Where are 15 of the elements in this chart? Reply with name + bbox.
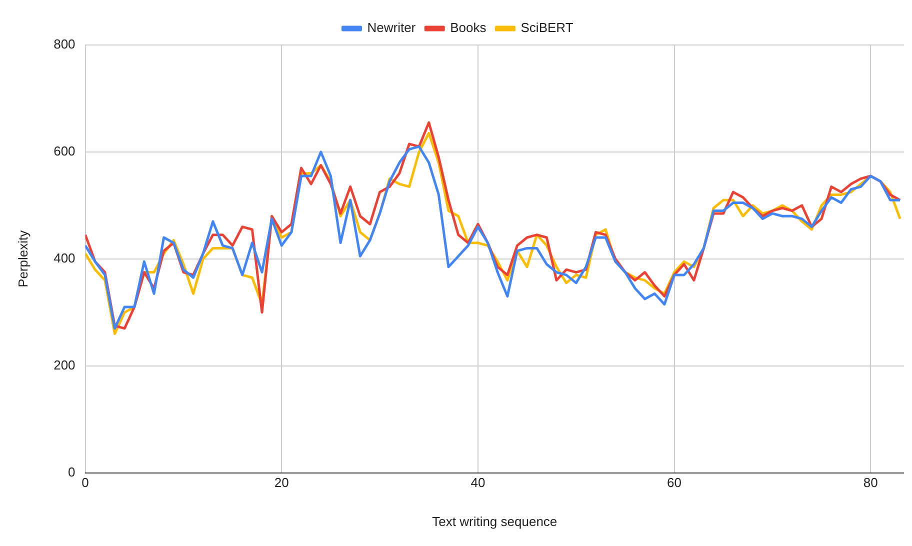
x-tick-label: 60	[667, 475, 682, 490]
y-tick-label: 200	[54, 357, 76, 372]
legend-label: Books	[450, 20, 487, 36]
y-tick-label: 400	[54, 250, 76, 266]
x-tick-label: 40	[470, 475, 486, 490]
legend-label: Newriter	[367, 20, 416, 36]
x-tick-label: 80	[863, 475, 878, 490]
y-axis-title: Perplexity	[15, 230, 30, 288]
y-tick-label: 0	[68, 464, 76, 480]
x-tick-label: 0	[82, 475, 89, 490]
y-tick-label: 600	[54, 144, 76, 159]
x-tick-label: 20	[274, 475, 289, 490]
x-axis-title: Text writing sequence	[432, 514, 558, 529]
legend-label: SciBERT	[520, 20, 574, 36]
y-tick-label: 800	[54, 36, 76, 52]
